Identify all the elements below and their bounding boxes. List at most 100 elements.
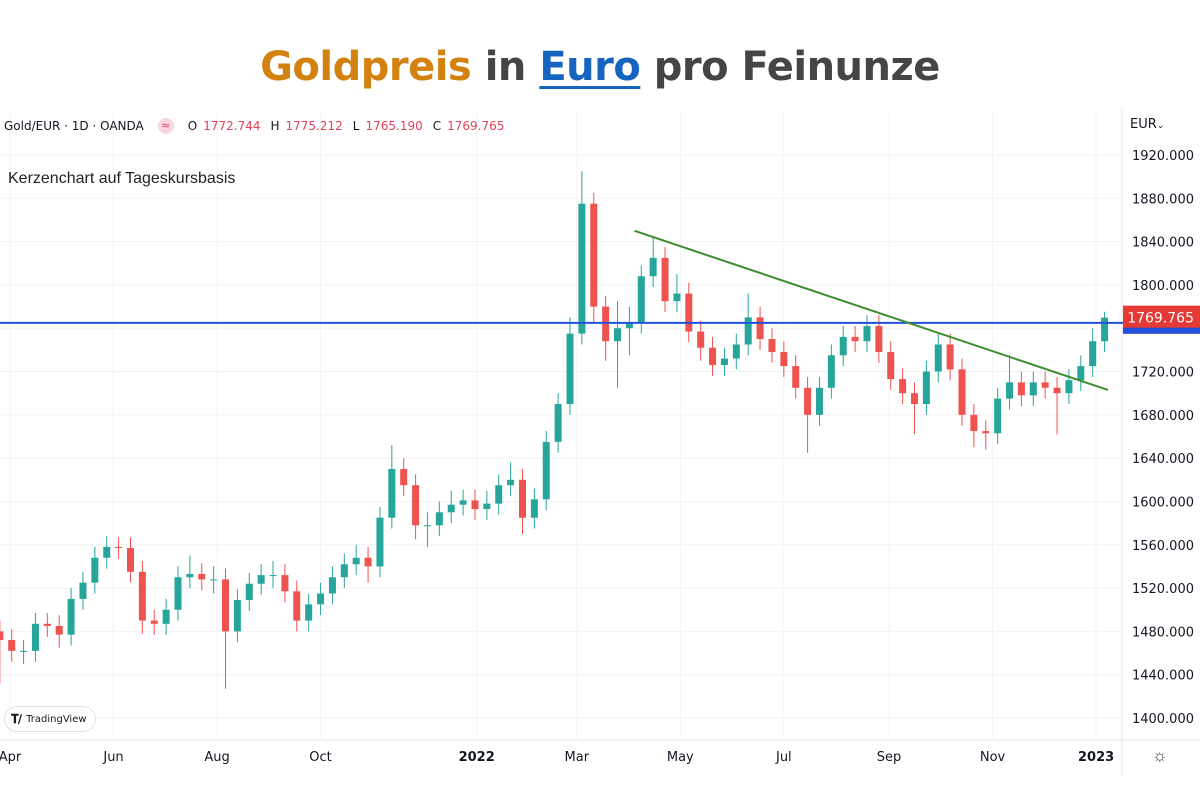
candle-body bbox=[1065, 380, 1073, 394]
candle-body bbox=[673, 293, 681, 302]
candle-body bbox=[827, 355, 835, 388]
candle-body bbox=[435, 512, 443, 526]
approx-icon: ≈ bbox=[157, 118, 174, 134]
gear-icon[interactable]: ☼ bbox=[1152, 746, 1168, 765]
open-value: 1772.744 bbox=[203, 119, 261, 133]
candle-body bbox=[756, 317, 764, 340]
x-tick-label: Sep bbox=[877, 750, 902, 765]
last-price-label: 1769.765 bbox=[1127, 311, 1194, 327]
candle-body bbox=[495, 485, 503, 504]
candles bbox=[0, 171, 1109, 689]
candle-body bbox=[222, 579, 230, 632]
y-tick-label: 1640.000 bbox=[1132, 452, 1194, 467]
candle-body bbox=[637, 276, 645, 323]
high-label: H bbox=[270, 119, 280, 133]
y-tick-label: 1840.000 bbox=[1132, 236, 1194, 251]
candle-body bbox=[388, 468, 396, 518]
title-in: in bbox=[484, 44, 527, 90]
candle-body bbox=[459, 500, 467, 505]
candle-body bbox=[839, 336, 847, 356]
candle-body bbox=[174, 577, 182, 610]
time-axis: Apr Jun Aug Oct 2022 Mar May Jul Sep Nov 2023 bbox=[0, 750, 1114, 765]
open-label: O bbox=[187, 119, 198, 133]
candle-body bbox=[115, 546, 123, 549]
candle-body bbox=[0, 631, 4, 641]
title-euro: Euro bbox=[539, 44, 641, 90]
candle-body bbox=[1006, 382, 1014, 399]
candle-body bbox=[340, 564, 348, 578]
candle-body bbox=[352, 557, 360, 565]
candle-body bbox=[590, 203, 598, 307]
candle-body bbox=[412, 485, 420, 526]
symbol-label[interactable]: Gold/EUR · 1D · OANDA bbox=[4, 119, 144, 133]
tradingview-mark-icon: 𝐓∕ bbox=[11, 711, 22, 726]
candle-body bbox=[863, 326, 871, 342]
candle-body bbox=[8, 640, 16, 651]
candle-body bbox=[1029, 382, 1037, 396]
candle-body bbox=[578, 203, 586, 334]
candle-body bbox=[376, 517, 384, 567]
candle-body bbox=[922, 371, 930, 405]
candle-body bbox=[91, 557, 99, 583]
low-value: 1765.190 bbox=[365, 119, 423, 133]
candle-body bbox=[162, 609, 170, 624]
high-value: 1775.212 bbox=[285, 119, 343, 133]
candle-body bbox=[542, 441, 550, 500]
tradingview-logo[interactable]: 𝐓∕ TradingView bbox=[4, 706, 96, 732]
candle-body bbox=[887, 352, 895, 380]
candle-body bbox=[317, 593, 325, 605]
chevron-down-icon: ⌄ bbox=[1156, 121, 1165, 131]
symbol-legend: Gold/EUR · 1D · OANDA ≈ O 1772.744 H 1775.… bbox=[4, 118, 508, 134]
y-tick-label: 1600.000 bbox=[1132, 495, 1194, 510]
candle-body bbox=[31, 623, 39, 651]
candle-body bbox=[697, 331, 705, 348]
candle-body bbox=[364, 557, 372, 567]
y-tick-label: 1560.000 bbox=[1132, 539, 1194, 554]
candle-body bbox=[103, 546, 111, 558]
candle-body bbox=[994, 398, 1002, 434]
candle-body bbox=[447, 504, 455, 513]
close-value: 1769.765 bbox=[447, 119, 505, 133]
candle-body bbox=[233, 599, 241, 632]
y-tick-label: 1520.000 bbox=[1132, 582, 1194, 597]
candle-body bbox=[400, 468, 408, 486]
candle-body bbox=[661, 257, 669, 302]
candle-body bbox=[281, 575, 289, 592]
x-tick-label: Apr bbox=[0, 750, 22, 765]
candle-body bbox=[566, 333, 574, 405]
page-title: Goldpreis in Euro pro Feinunze bbox=[0, 44, 1200, 90]
x-tick-label: May bbox=[667, 750, 694, 765]
trendline bbox=[634, 229, 1109, 391]
candle-body bbox=[1041, 382, 1049, 388]
candle-body bbox=[720, 358, 728, 366]
candle-body bbox=[709, 347, 717, 366]
candle-body bbox=[1077, 366, 1085, 381]
currency-selector[interactable]: EUR⌄ bbox=[1130, 117, 1164, 132]
last-price-tag bbox=[1123, 305, 1200, 328]
y-tick-label: 1720.000 bbox=[1132, 366, 1194, 381]
candle-body bbox=[649, 257, 657, 277]
price-axis: 1400.000 1440.000 1480.000 1520.000 1560.000… bbox=[1123, 149, 1200, 727]
candle-body bbox=[186, 574, 194, 578]
candle-body bbox=[815, 387, 823, 415]
x-tick-label: Jul bbox=[775, 750, 792, 765]
x-tick-label: Mar bbox=[565, 750, 590, 765]
y-tick-label: 1680.000 bbox=[1132, 409, 1194, 424]
x-tick-label: Jun bbox=[102, 750, 123, 765]
candle-body bbox=[911, 393, 919, 405]
y-tick-label: 1400.000 bbox=[1132, 712, 1194, 727]
y-tick-label: 1880.000 bbox=[1132, 192, 1194, 207]
candle-body bbox=[43, 623, 51, 626]
candle-body bbox=[934, 344, 942, 372]
candle-body bbox=[602, 306, 610, 342]
candle-body bbox=[293, 591, 301, 621]
candle-body bbox=[423, 525, 431, 527]
candle-body bbox=[79, 582, 87, 599]
candle-body bbox=[958, 369, 966, 415]
candle-body bbox=[198, 574, 206, 580]
candle-body bbox=[875, 326, 883, 353]
x-tick-label: Aug bbox=[204, 750, 229, 765]
candle-body bbox=[245, 583, 253, 600]
candle-body bbox=[483, 503, 491, 510]
